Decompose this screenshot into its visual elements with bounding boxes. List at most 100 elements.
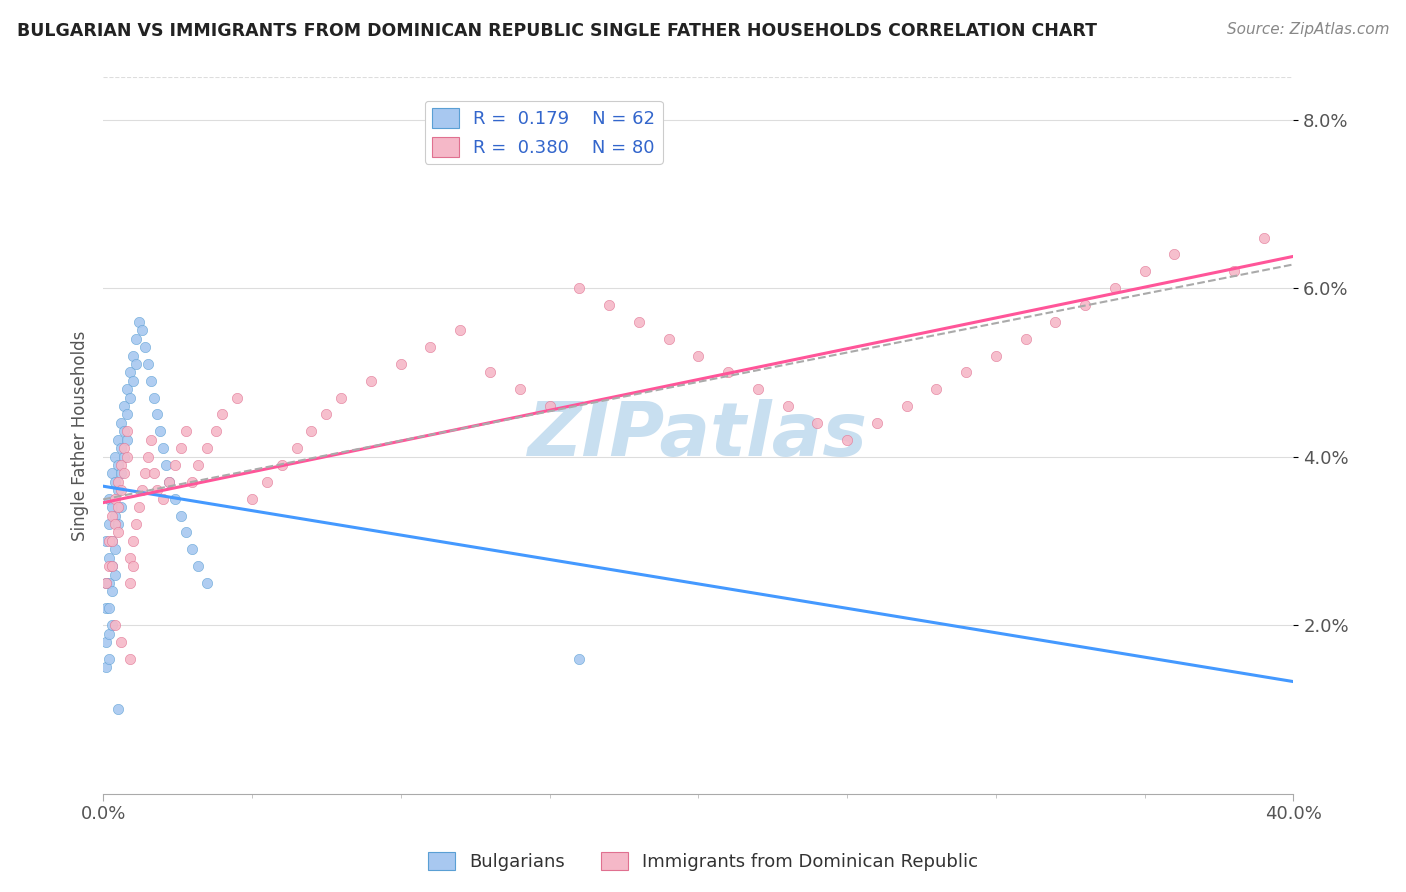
Point [131, 483, 153, 498]
Point [134, 467, 156, 481]
Point [163, 458, 186, 472]
Point [107, 500, 129, 515]
Point [301, 425, 323, 439]
Point [139, 433, 162, 447]
Point [94, 533, 117, 548]
Point [101, 533, 124, 548]
Point [205, 425, 228, 439]
Point [866, 416, 889, 430]
Point [110, 500, 132, 515]
Point [118, 365, 141, 379]
Point [1133, 264, 1156, 278]
Point [598, 298, 620, 312]
Point [509, 382, 531, 396]
Point [128, 315, 150, 329]
Point [163, 491, 186, 506]
Point [142, 467, 165, 481]
Point [110, 483, 132, 498]
Point [101, 584, 124, 599]
Point [118, 550, 141, 565]
Point [240, 491, 263, 506]
Point [115, 433, 138, 447]
Point [104, 450, 127, 464]
Point [110, 635, 132, 649]
Point [118, 576, 141, 591]
Point [568, 652, 591, 666]
Point [1074, 298, 1097, 312]
Point [110, 458, 132, 472]
Point [104, 516, 127, 531]
Point [107, 433, 129, 447]
Point [142, 391, 165, 405]
Point [101, 533, 124, 548]
Point [122, 533, 145, 548]
Point [152, 441, 174, 455]
Point [688, 349, 710, 363]
Point [139, 374, 162, 388]
Point [568, 281, 591, 295]
Point [115, 450, 138, 464]
Point [107, 483, 129, 498]
Point [152, 491, 174, 506]
Point [1045, 315, 1067, 329]
Point [955, 365, 977, 379]
Point [115, 382, 138, 396]
Point [104, 508, 127, 523]
Point [157, 475, 180, 489]
Point [112, 425, 135, 439]
Text: Source: ZipAtlas.com: Source: ZipAtlas.com [1226, 22, 1389, 37]
Point [330, 391, 353, 405]
Point [101, 508, 124, 523]
Point [110, 467, 132, 481]
Point [315, 408, 337, 422]
Point [226, 391, 249, 405]
Point [176, 525, 198, 540]
Point [776, 399, 799, 413]
Point [101, 559, 124, 574]
Point [187, 559, 209, 574]
Point [107, 525, 129, 540]
Point [155, 458, 177, 472]
Point [389, 357, 412, 371]
Point [98, 491, 121, 506]
Point [256, 475, 278, 489]
Point [107, 702, 129, 716]
Point [98, 533, 121, 548]
Point [131, 323, 153, 337]
Point [717, 365, 740, 379]
Point [107, 516, 129, 531]
Text: ZIPatlas: ZIPatlas [529, 399, 869, 472]
Point [107, 475, 129, 489]
Point [115, 425, 138, 439]
Point [176, 425, 198, 439]
Point [104, 618, 127, 632]
Point [125, 357, 148, 371]
Point [1104, 281, 1126, 295]
Point [122, 349, 145, 363]
Point [98, 559, 121, 574]
Point [747, 382, 769, 396]
Point [98, 601, 121, 615]
Point [125, 516, 148, 531]
Point [110, 441, 132, 455]
Point [94, 576, 117, 591]
Point [134, 340, 156, 354]
Point [112, 441, 135, 455]
Point [104, 491, 127, 506]
Point [195, 441, 218, 455]
Point [478, 365, 501, 379]
Legend: R =  0.179    N = 62, R =  0.380    N = 80: R = 0.179 N = 62, R = 0.380 N = 80 [425, 101, 662, 164]
Point [104, 567, 127, 582]
Point [1223, 264, 1246, 278]
Point [101, 500, 124, 515]
Point [125, 332, 148, 346]
Point [94, 601, 117, 615]
Legend: Bulgarians, Immigrants from Dominican Republic: Bulgarians, Immigrants from Dominican Re… [420, 845, 986, 879]
Point [122, 374, 145, 388]
Point [128, 500, 150, 515]
Point [169, 508, 191, 523]
Point [118, 391, 141, 405]
Point [195, 576, 218, 591]
Point [118, 652, 141, 666]
Point [104, 542, 127, 557]
